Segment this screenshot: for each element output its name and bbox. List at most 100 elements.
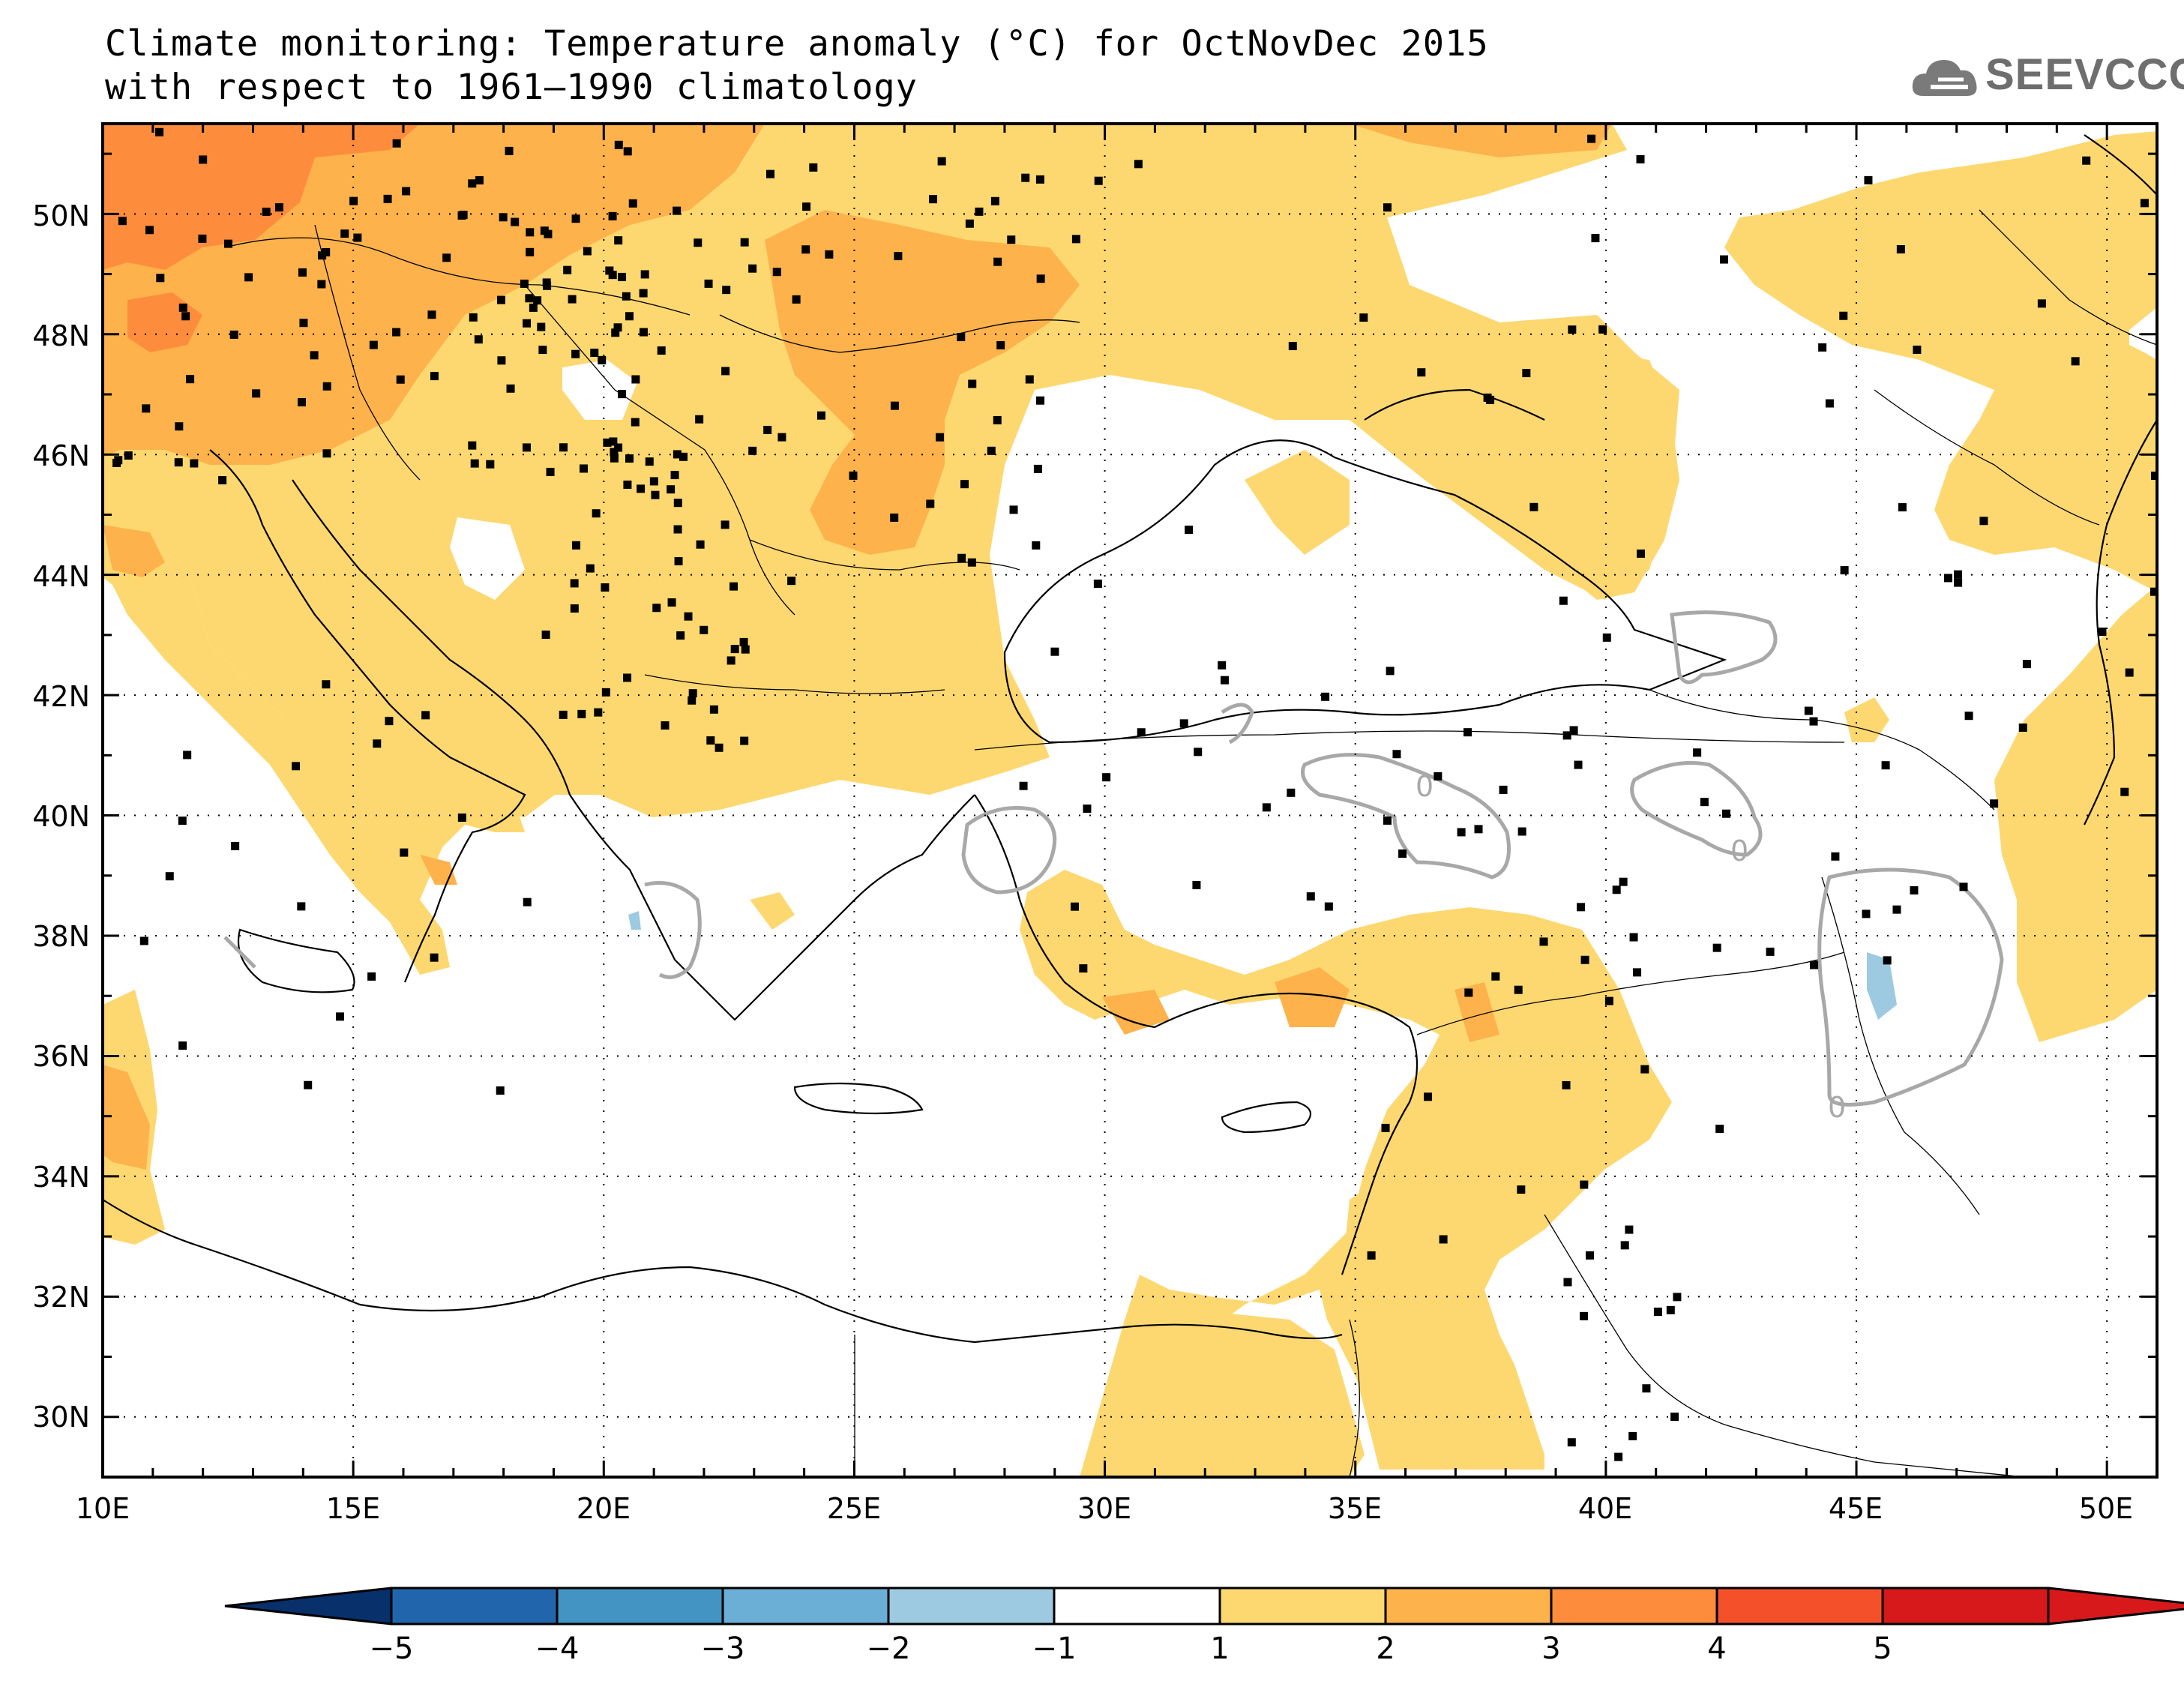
station-marker [1179, 719, 1188, 728]
station-marker [1381, 1123, 1390, 1132]
station-marker [181, 312, 190, 321]
station-marker [1602, 633, 1611, 642]
station-marker [1032, 541, 1041, 550]
station-marker [1720, 255, 1729, 264]
station-marker [603, 438, 612, 447]
coast-crete [793, 1082, 924, 1115]
station-marker [957, 553, 966, 562]
station-marker [1619, 877, 1628, 886]
anomaly-region-2to3-turkey-south [1275, 967, 1350, 1027]
station-marker [661, 721, 670, 730]
station-marker [474, 335, 483, 344]
station-marker [1439, 1235, 1448, 1244]
station-marker [993, 257, 1002, 266]
coast-adriatic-east [292, 479, 571, 796]
station-marker [322, 382, 331, 391]
station-marker [748, 446, 757, 455]
station-marker [1036, 396, 1045, 405]
station-marker [1021, 173, 1030, 182]
lat-tick-label: 38N [32, 920, 90, 953]
station-marker [772, 268, 781, 277]
station-marker [1094, 176, 1103, 185]
station-marker [297, 397, 306, 406]
station-marker [511, 217, 520, 226]
station-marker [631, 375, 640, 384]
station-marker [1220, 676, 1229, 685]
station-marker [392, 328, 401, 337]
station-marker [1036, 274, 1045, 283]
station-marker [1715, 1125, 1724, 1134]
station-marker [1721, 809, 1730, 818]
station-marker [1864, 175, 1873, 184]
station-marker [1637, 549, 1646, 558]
station-marker [1892, 905, 1901, 914]
colorbar-arrow-right [2047, 1587, 2184, 1626]
station-marker [722, 286, 731, 295]
station-marker [1417, 368, 1426, 377]
station-marker [700, 625, 709, 634]
colorbar-label: 2 [1376, 1632, 1395, 1666]
station-marker [139, 936, 148, 945]
lon-tick-label: 35E [1328, 1492, 1382, 1525]
station-marker [1218, 661, 1227, 670]
station-marker [2150, 587, 2157, 596]
station-marker [1614, 1452, 1623, 1461]
colorbar-box [1715, 1587, 1884, 1626]
title-line-2: with respect to 1961–1990 climatology [105, 67, 918, 108]
coast-italy [209, 449, 526, 983]
station-marker [1809, 717, 1818, 726]
station-marker [1604, 996, 1613, 1005]
station-markers [112, 127, 2157, 1461]
station-marker [1964, 712, 1973, 721]
station-marker [1033, 464, 1042, 473]
colorbar-box [1053, 1587, 1221, 1626]
lat-tick-label: 46N [32, 439, 90, 472]
station-marker [579, 464, 588, 473]
station-marker [496, 295, 505, 304]
station-marker [299, 319, 308, 328]
station-marker [523, 897, 532, 906]
station-marker [486, 460, 495, 469]
station-marker [1562, 731, 1571, 740]
logo-text: SEEVCCC [1985, 50, 2184, 99]
station-marker [1766, 947, 1775, 956]
station-marker [628, 199, 637, 208]
lat-tick-label: 30N [32, 1401, 90, 1434]
station-marker [537, 322, 546, 331]
station-marker [1009, 505, 1018, 514]
station-marker [890, 513, 899, 522]
station-marker [679, 452, 688, 461]
station-marker [651, 490, 660, 499]
coast-sicily [237, 928, 355, 993]
station-marker [1483, 393, 1492, 402]
station-marker [1954, 570, 1963, 579]
station-marker [229, 330, 238, 339]
station-marker [1896, 245, 1905, 254]
station-marker [1093, 580, 1102, 589]
station-marker [673, 206, 682, 215]
station-marker [729, 582, 738, 591]
lon-tick-labels: 10E 15E 20E 25E 30E 35E 40E 45E 50E [76, 1492, 2133, 1525]
station-marker [1628, 1431, 1637, 1440]
lon-tick-label: 20E [577, 1492, 631, 1525]
station-marker [667, 598, 676, 607]
station-marker [1569, 726, 1578, 735]
station-marker [967, 558, 976, 567]
station-marker [688, 689, 697, 698]
station-marker [639, 328, 648, 337]
station-marker [975, 207, 984, 216]
station-marker [1959, 882, 1968, 891]
station-marker [608, 271, 617, 280]
station-marker [2022, 660, 2031, 669]
station-marker [430, 953, 439, 962]
station-marker [538, 346, 547, 355]
station-marker [367, 972, 376, 981]
station-marker [987, 446, 996, 455]
contour-label: 0 [1416, 770, 1434, 803]
station-marker [667, 485, 676, 494]
lon-tick-label: 25E [827, 1492, 881, 1525]
station-marker [993, 415, 1002, 424]
station-marker [1898, 503, 1907, 512]
anomaly-region-1to2-georgia [1844, 697, 1889, 742]
station-marker [1574, 760, 1583, 769]
